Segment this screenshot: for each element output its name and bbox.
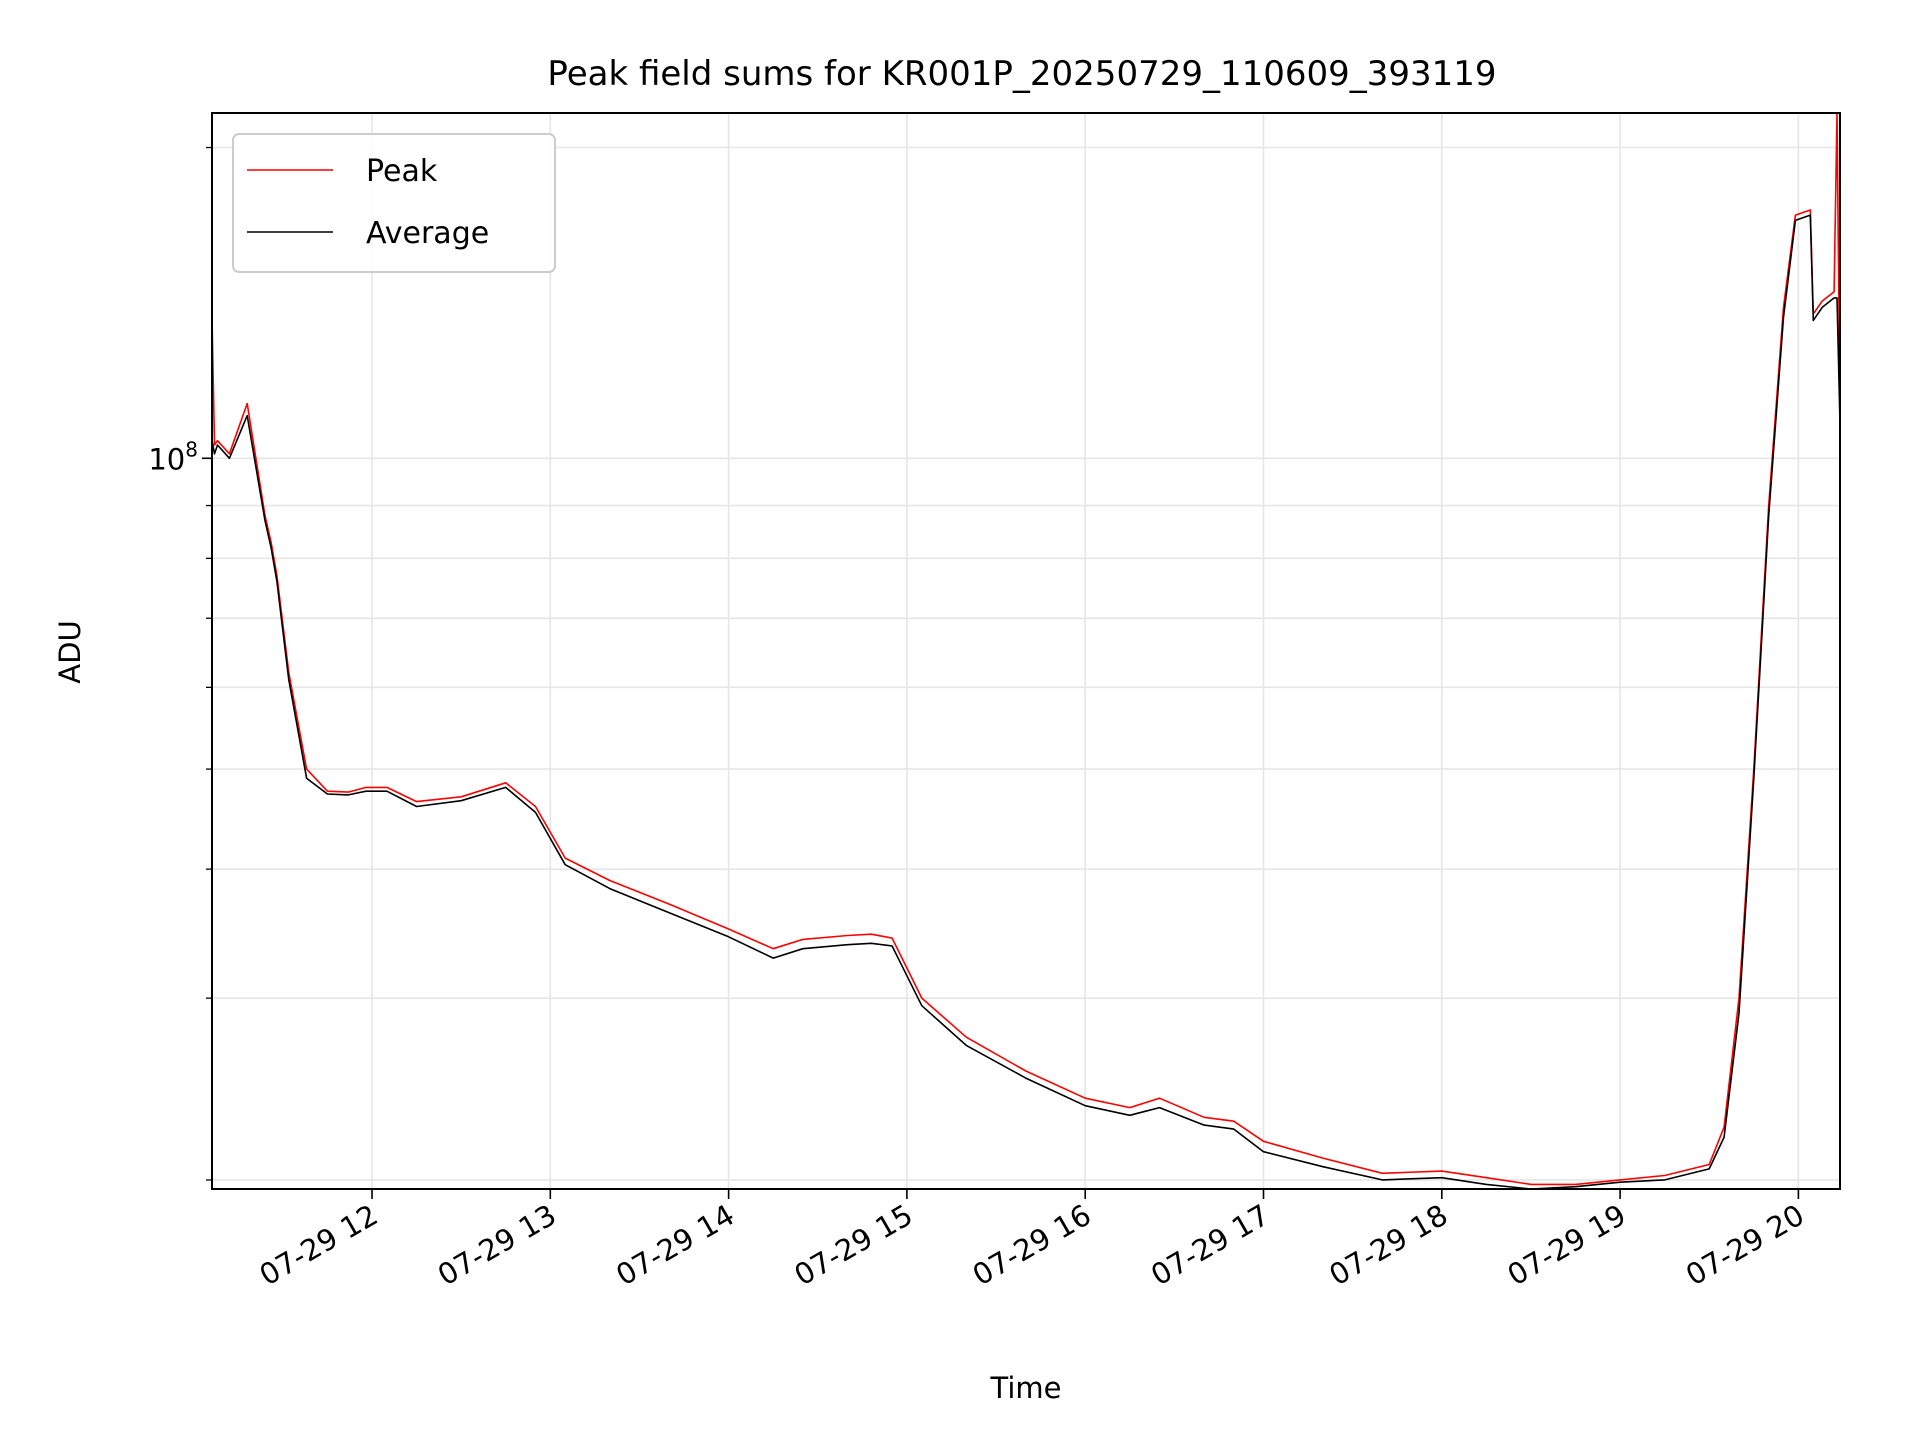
series-layer xyxy=(211,112,1841,1190)
plot-frame xyxy=(211,112,1841,1190)
x-axis-label: Time xyxy=(990,1371,1062,1405)
legend-box xyxy=(232,133,556,273)
chart-title: Peak field sums for KR001P_20250729_1106… xyxy=(547,54,1496,94)
legend-label-average: Average xyxy=(366,216,489,251)
y-tick-label: 108 xyxy=(148,437,198,476)
legend-label-peak: Peak xyxy=(366,154,438,189)
grid xyxy=(212,113,1840,1189)
legend: Peak Average xyxy=(232,133,556,273)
series-line-average xyxy=(211,214,1841,1190)
y-axis-label: ADU xyxy=(53,620,87,683)
